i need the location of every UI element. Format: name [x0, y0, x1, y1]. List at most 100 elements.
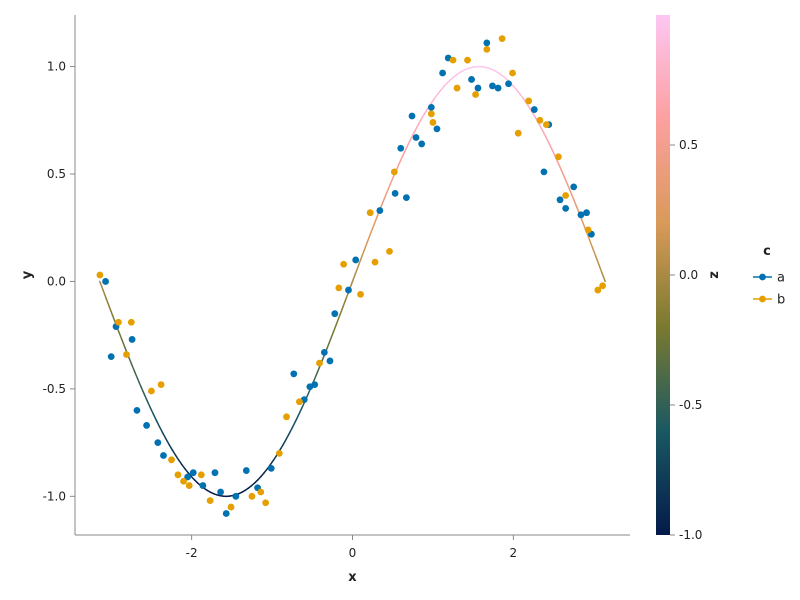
sine-curve-segment — [171, 449, 177, 457]
point-series-b — [257, 488, 265, 496]
y-tick-label: 1.0 — [47, 60, 66, 74]
sine-curve-segment — [105, 297, 111, 308]
sine-curve-segment — [354, 263, 360, 274]
point-series-a — [311, 381, 319, 388]
point-series-b — [316, 359, 323, 367]
colorbar-gradient — [656, 15, 670, 535]
point-series-b — [357, 290, 364, 298]
point-series-b — [514, 129, 522, 137]
y-tick-label: -0.5 — [43, 382, 66, 396]
point-series-b — [206, 497, 214, 505]
point-series-b — [472, 91, 479, 98]
point-series-a — [408, 112, 416, 120]
point-series-a — [143, 422, 150, 429]
sine-curve-segment — [285, 432, 291, 440]
point-series-a — [128, 336, 136, 343]
point-series-b — [168, 456, 175, 464]
point-series-b — [555, 153, 562, 161]
point-series-b — [427, 110, 435, 118]
point-series-a — [530, 106, 538, 113]
point-series-a — [483, 39, 491, 47]
sine-curve-segment — [516, 89, 521, 95]
point-series-a — [107, 353, 115, 361]
legend-label-b: b — [777, 293, 785, 308]
sine-curve-segment — [256, 475, 262, 481]
sine-curve-segment — [395, 161, 401, 170]
sine-curve-segment — [569, 190, 575, 200]
point-series-b — [371, 258, 379, 266]
point-series-a — [418, 140, 426, 148]
sine-curve-segment — [351, 272, 357, 283]
point-series-b — [536, 116, 544, 124]
point-series-b — [296, 398, 303, 406]
point-series-a — [577, 211, 585, 219]
sine-curve-segment — [418, 117, 423, 125]
sine-curve-segment — [408, 134, 414, 143]
sine-curve-segment — [411, 128, 417, 137]
sine-curve-segment — [118, 330, 123, 341]
sine-curve-segment — [184, 468, 189, 474]
point-series-b — [227, 503, 235, 511]
sine-curve-segment — [291, 420, 297, 429]
sine-curve-segment — [165, 438, 171, 446]
sine-curve-segment — [572, 198, 578, 208]
sine-curve-segment — [181, 463, 186, 470]
sine-curve-segment — [550, 147, 556, 156]
point-series-a — [583, 209, 590, 217]
sine-curve-segment — [149, 407, 155, 416]
sine-curve-segment — [424, 106, 430, 114]
point-series-a — [160, 452, 167, 459]
axes: -2 0 2 -1.0 -0.5 0.0 0.5 1.0 x y — [20, 15, 630, 585]
sine-curve-segment — [544, 134, 550, 143]
sine-curve-segment — [560, 168, 565, 178]
point-series-a — [345, 286, 352, 294]
point-series-a — [232, 492, 240, 500]
point-series-a — [562, 204, 570, 212]
sine-curve-segment — [168, 444, 174, 451]
point-series-a — [242, 467, 250, 474]
sine-curve-segment — [440, 85, 445, 91]
point-series-a — [489, 82, 496, 90]
sine-curve-segment — [263, 468, 268, 474]
sine-curve-segment — [519, 93, 524, 99]
point-series-b — [562, 192, 570, 199]
point-series-b — [453, 84, 461, 92]
point-series-a — [199, 482, 207, 489]
point-series-a — [556, 196, 564, 204]
sine-curve-segment — [121, 339, 126, 349]
point-series-b — [498, 35, 506, 43]
y-tick-label: 0.5 — [47, 167, 66, 181]
sine-curve-segment — [538, 122, 543, 131]
point-series-a — [320, 348, 328, 356]
point-series-a — [352, 256, 360, 264]
point-series-b — [599, 282, 607, 290]
sine-curve-segment — [591, 247, 597, 257]
point-series-b — [185, 482, 193, 489]
point-series-a — [102, 278, 109, 285]
colorbar-tick-label: 0.0 — [679, 268, 698, 282]
sine-curve-segment — [361, 247, 366, 257]
point-series-a — [397, 144, 405, 152]
legend-title: c — [763, 244, 771, 259]
sine-curve-segment — [367, 230, 373, 241]
sine-curve-segment — [99, 280, 104, 291]
sine-curve-segment — [140, 385, 145, 395]
sine-curve-segment — [260, 472, 265, 478]
sine-curve-segment — [155, 420, 161, 429]
sine-curve-segment — [512, 85, 518, 91]
sine-curve-segment — [174, 454, 180, 461]
point-series-b — [180, 477, 187, 485]
point-series-a — [154, 439, 162, 446]
sine-curve-segment — [326, 339, 332, 349]
point-series-a — [540, 168, 548, 176]
sine-curve-segment — [402, 147, 407, 156]
sine-curve-segment — [364, 238, 370, 249]
sine-curve-segment — [130, 362, 136, 373]
sine-curve-segment — [339, 305, 344, 316]
sine-curve-segment — [146, 400, 152, 409]
sine-curve-segment — [370, 222, 376, 233]
sine-curve-segment — [373, 214, 379, 224]
point-series-b — [509, 69, 516, 77]
sine-curve-segment — [143, 392, 148, 402]
